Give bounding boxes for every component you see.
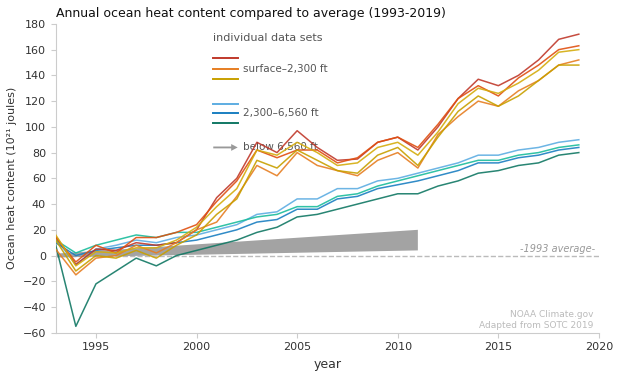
FancyArrow shape	[213, 144, 237, 151]
Polygon shape	[56, 230, 418, 257]
Text: individual data sets: individual data sets	[213, 33, 323, 43]
X-axis label: year: year	[313, 358, 342, 371]
Text: 2,300–6,560 ft: 2,300–6,560 ft	[243, 108, 319, 118]
Text: surface–2,300 ft: surface–2,300 ft	[243, 64, 328, 74]
Y-axis label: Ocean heat content (10²¹ joules): Ocean heat content (10²¹ joules)	[7, 87, 17, 270]
Text: -1993 average-: -1993 average-	[520, 244, 595, 254]
Text: NOAA Climate.gov
Adapted from SOTC 2019: NOAA Climate.gov Adapted from SOTC 2019	[479, 310, 593, 330]
Text: Annual ocean heat content compared to average (1993-2019): Annual ocean heat content compared to av…	[56, 7, 446, 20]
Text: below 6,560 ft: below 6,560 ft	[243, 143, 318, 152]
